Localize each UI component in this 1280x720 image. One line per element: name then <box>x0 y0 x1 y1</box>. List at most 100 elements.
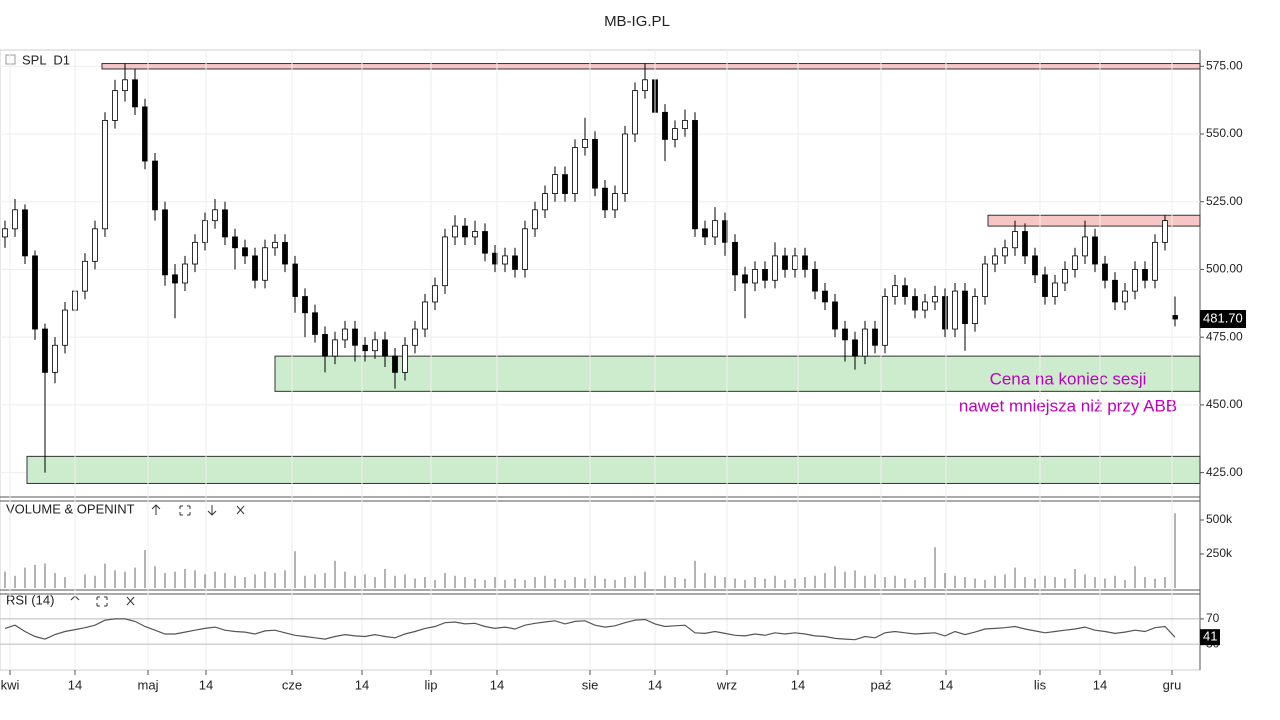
x-tick-label: 14 <box>791 677 805 692</box>
x-tick-label: gru <box>1163 677 1182 692</box>
candle-body <box>852 339 858 357</box>
candle-body <box>142 106 148 162</box>
x-tick-label: 14 <box>355 677 369 692</box>
zone <box>101 63 1201 70</box>
candle-body <box>482 231 488 254</box>
x-tick-label: 14 <box>199 677 213 692</box>
candle-body <box>672 128 678 140</box>
candle-body <box>872 328 878 346</box>
candle-body <box>642 79 648 92</box>
x-tick-label: paź <box>871 677 892 692</box>
y-tick-label: 500k <box>1206 512 1233 526</box>
candle-body <box>932 296 938 303</box>
candle-body <box>42 328 48 373</box>
candle-body <box>322 334 328 357</box>
candle-body <box>712 220 718 238</box>
candle-body <box>52 344 58 373</box>
pane-title: RSI (14) <box>6 592 54 607</box>
candle-body <box>602 187 608 211</box>
candle-body <box>402 344 408 373</box>
candle-body <box>502 255 508 265</box>
candle-body <box>752 269 758 284</box>
y-tick-label: 250k <box>1206 546 1233 560</box>
y-tick-label: 475.00 <box>1206 329 1243 343</box>
candle-body <box>232 236 238 249</box>
candle-body <box>202 220 208 243</box>
last-value-box <box>1200 629 1220 646</box>
candle-body <box>562 174 568 194</box>
candle-body <box>552 174 558 194</box>
candle-body <box>762 269 768 281</box>
pane-title: VOLUME & OPENINT <box>6 501 135 516</box>
candle-body <box>532 209 538 230</box>
candle-body <box>772 255 778 281</box>
rsi-line <box>4 618 1176 641</box>
candle-body <box>742 274 748 284</box>
candle-body <box>1152 241 1158 281</box>
candle-body <box>472 231 478 238</box>
zone <box>274 355 1201 392</box>
candle-body <box>612 193 618 211</box>
y-tick-label: 450.00 <box>1206 397 1243 411</box>
candle-body <box>462 225 468 238</box>
candle-body <box>802 255 808 270</box>
candle-body <box>412 328 418 346</box>
candle-body <box>342 328 348 341</box>
x-tick-label: 14 <box>490 677 504 692</box>
candle-body <box>702 228 708 238</box>
candle-body <box>22 209 28 257</box>
last-price-label: 481.70 <box>1203 310 1243 325</box>
candle-body <box>302 296 308 314</box>
candle-body <box>242 247 248 257</box>
candle-body <box>692 120 698 230</box>
candle-body <box>992 255 998 265</box>
y-tick-label: 500.00 <box>1206 262 1243 276</box>
candle-body <box>392 355 398 373</box>
candle-body <box>32 255 38 330</box>
candle-body <box>112 90 118 121</box>
candle-body <box>12 209 18 230</box>
candle-body <box>92 228 98 262</box>
y-tick-label: 550.00 <box>1206 126 1243 140</box>
candle-body <box>1032 255 1038 276</box>
candle-body <box>1092 236 1098 265</box>
candle-body <box>1042 274 1048 297</box>
candle-body <box>182 263 188 284</box>
zone <box>987 214 1201 227</box>
candle-body <box>952 290 958 330</box>
candle-body <box>902 285 908 297</box>
pane-controls[interactable] <box>70 595 135 607</box>
candle-body <box>662 111 668 140</box>
x-tick-label: kwi <box>1 677 20 692</box>
x-tick-label: cze <box>282 677 302 692</box>
candle-body <box>1132 269 1138 292</box>
candle-body <box>882 296 888 346</box>
candle-body <box>512 255 518 270</box>
candle-body <box>282 241 288 265</box>
candle-body <box>442 236 448 287</box>
zone <box>26 455 1201 484</box>
x-tick-label: lis <box>1034 677 1047 692</box>
candle-body <box>522 228 528 270</box>
candle-body <box>362 344 368 352</box>
x-tick-label: lip <box>424 677 437 692</box>
candle-body <box>832 301 838 330</box>
candle-body <box>82 260 88 292</box>
x-tick-label: 14 <box>939 677 953 692</box>
candle-body <box>292 263 298 297</box>
candle-body <box>1072 255 1078 270</box>
candle-body <box>252 255 258 281</box>
candle-body <box>732 241 738 276</box>
candle-body <box>172 274 178 284</box>
candle-body <box>352 328 358 346</box>
candle-body <box>62 309 68 346</box>
pane-controls[interactable] <box>151 504 245 516</box>
last-price-box <box>1200 310 1246 329</box>
candle-body <box>792 255 798 270</box>
x-tick-label: sie <box>582 677 599 692</box>
candle-body <box>972 296 978 325</box>
candle-body <box>262 247 268 281</box>
candle-body <box>682 120 688 129</box>
candle-body <box>1112 279 1118 303</box>
